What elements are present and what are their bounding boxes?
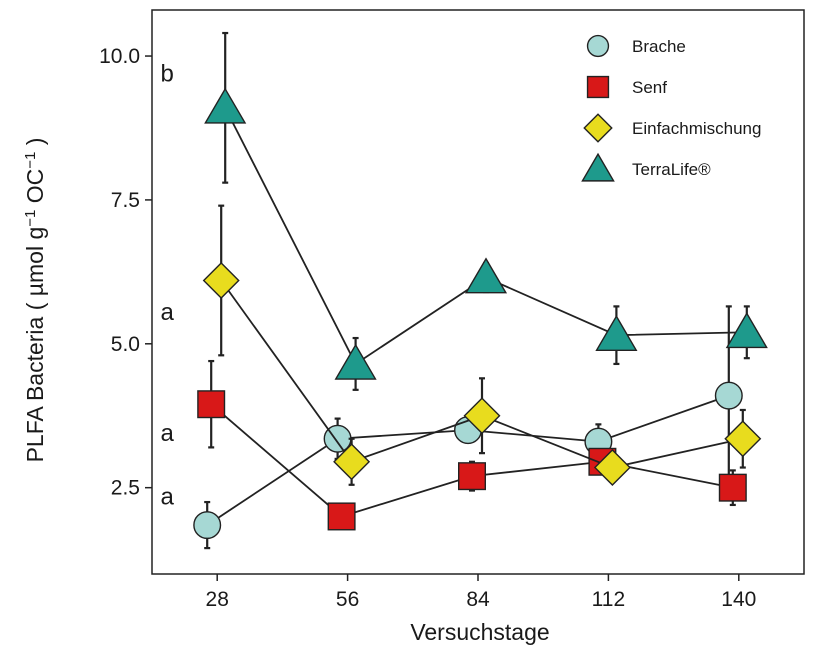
y-axis-title-sup-2: −1 <box>22 152 39 169</box>
legend-marker <box>586 75 610 99</box>
data-point <box>724 420 762 458</box>
legend-label: Einfachmischung <box>632 119 761 138</box>
data-point <box>464 257 508 294</box>
data-point <box>327 502 356 531</box>
legend-label: Brache <box>632 37 686 56</box>
data-point <box>197 390 226 419</box>
data-point <box>458 462 487 491</box>
data-point <box>718 473 747 502</box>
significance-letter: a <box>161 420 175 447</box>
y-axis-title: PLFA Bacteria ( µmol g−1 OC−1 ) <box>22 138 49 463</box>
legend-marker <box>586 34 610 58</box>
legend-item-senf: Senf <box>586 75 667 99</box>
data-point <box>333 443 371 481</box>
legend-item-brache: Brache <box>586 34 686 58</box>
data-point <box>595 314 638 351</box>
legend: Brache Senf Einfachmischung TerraLife® <box>581 34 761 182</box>
significance-letter: a <box>161 299 175 326</box>
y-axis-title-end: ) <box>22 138 48 152</box>
y-tick-label: 2.5 <box>111 477 140 500</box>
series-brache <box>193 305 743 550</box>
data-point <box>593 449 631 487</box>
x-tick-label: 112 <box>592 588 625 611</box>
data-point <box>193 511 222 540</box>
x-tick-label: 84 <box>466 588 490 611</box>
y-axis: 2.5 5.0 7.5 10.0 <box>99 45 152 500</box>
series-layer <box>193 31 768 550</box>
y-tick-label: 7.5 <box>111 189 140 212</box>
significance-letter: b <box>161 60 174 87</box>
x-tick-label: 140 <box>721 588 756 611</box>
x-tick-label: 56 <box>336 588 359 611</box>
y-axis-title-mid: OC <box>22 169 48 210</box>
data-point <box>725 311 768 349</box>
x-axis-title: Versuchstage <box>410 619 549 645</box>
series-terralife <box>204 31 768 391</box>
y-tick-label: 5.0 <box>111 333 140 356</box>
legend-item-terralife: TerraLife® <box>581 152 711 182</box>
significance-letter: a <box>161 483 175 510</box>
legend-item-einfachmischung: Einfachmischung <box>583 113 761 143</box>
data-point <box>204 87 247 124</box>
data-point <box>202 261 240 299</box>
data-point <box>463 397 501 435</box>
legend-marker <box>583 113 613 143</box>
legend-marker <box>581 152 615 182</box>
y-tick-label: 10.0 <box>99 45 140 68</box>
legend-label: Senf <box>632 78 667 97</box>
series-einfachmischung <box>202 204 762 487</box>
data-point <box>714 381 743 410</box>
data-point <box>334 343 377 380</box>
significance-letters: b a a a <box>161 60 175 510</box>
x-axis: 28 56 84 112 140 <box>206 574 756 611</box>
y-axis-title-sup-1: −1 <box>22 210 39 227</box>
legend-label: TerraLife® <box>632 160 711 179</box>
x-tick-label: 28 <box>206 588 229 611</box>
y-axis-title-main: PLFA Bacteria ( µmol g <box>22 227 48 463</box>
